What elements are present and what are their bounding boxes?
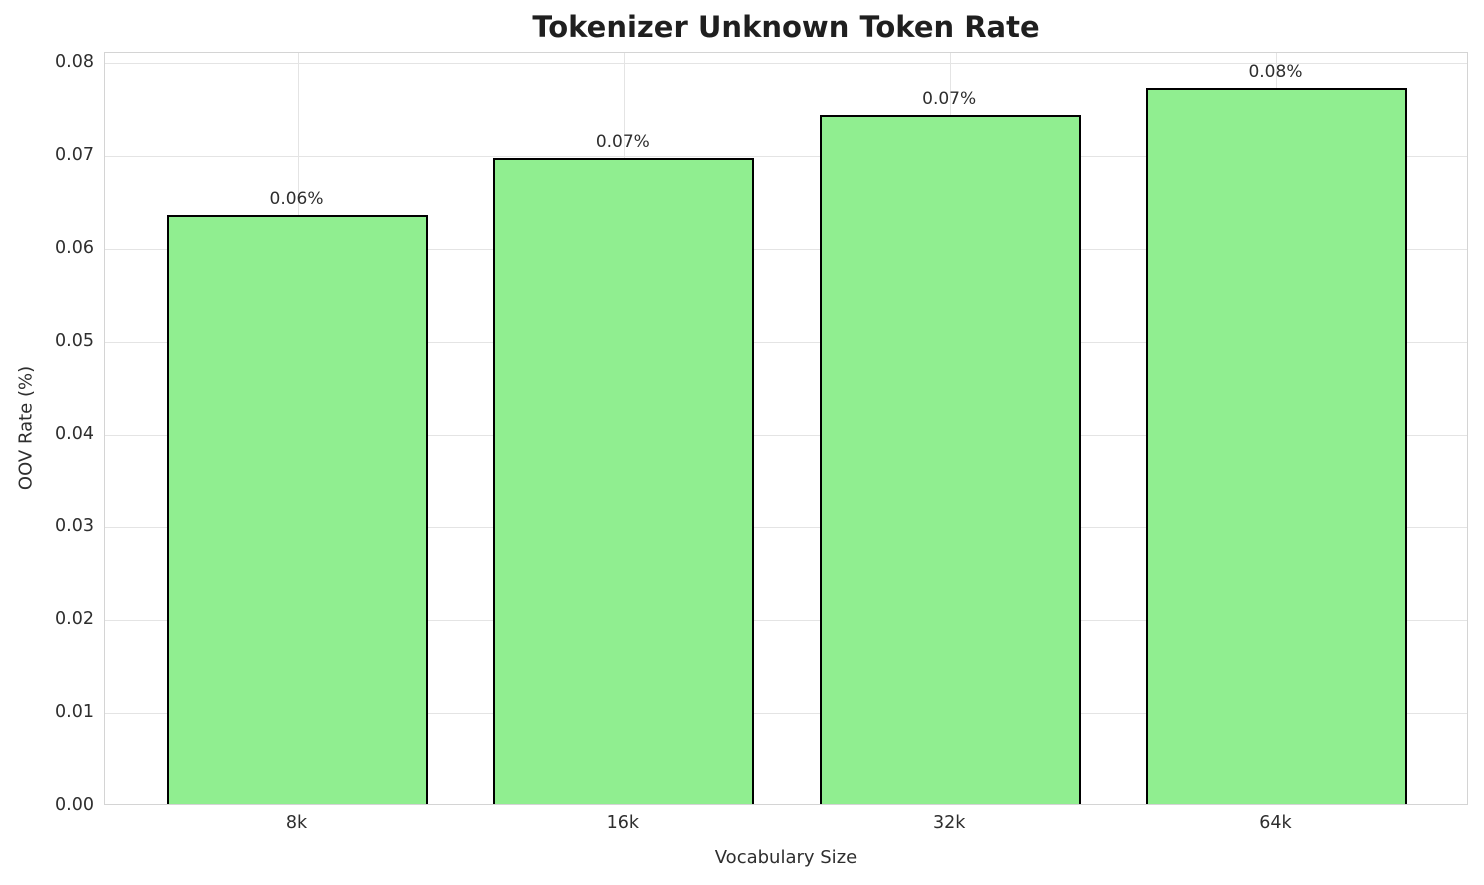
y-tick-label: 0.08 [55, 52, 94, 73]
bar-value-label: 0.07% [922, 89, 977, 110]
y-gridline [105, 341, 1467, 343]
bar-8k [167, 215, 429, 804]
bar-32k [819, 115, 1081, 804]
y-tick-label: 0.00 [55, 795, 94, 815]
x-axis-label: Vocabulary Size [714, 847, 858, 868]
y-tick-label: 0.03 [55, 516, 94, 537]
y-gridline [105, 156, 1467, 158]
y-tick-label: 0.02 [55, 609, 94, 630]
y-tick-label: 0.05 [55, 330, 94, 351]
y-gridline [105, 713, 1467, 715]
y-tick-label: 0.07 [55, 145, 94, 166]
y-gridline [105, 63, 1467, 65]
y-gridline [105, 620, 1467, 622]
bar-16k [493, 157, 755, 804]
y-tick-label: 0.06 [55, 237, 94, 258]
y-tick-label: 0.01 [55, 702, 94, 723]
bar-value-label: 0.08% [1248, 62, 1303, 83]
y-gridline [105, 248, 1467, 250]
plot-area [104, 52, 1468, 805]
x-tick-label: 32k [932, 813, 966, 833]
x-tick-label: 16k [606, 813, 640, 833]
y-tick-label: 0.04 [55, 423, 94, 444]
x-tick-label: 64k [1259, 813, 1292, 833]
x-tick-label: 8k [285, 813, 308, 833]
bar-value-label: 0.07% [595, 131, 650, 152]
y-gridline [105, 527, 1467, 529]
bar-64k [1145, 88, 1407, 804]
chart-title: Tokenizer Unknown Token Rate [532, 10, 1040, 44]
bar-value-label: 0.06% [269, 189, 324, 210]
y-gridline [105, 434, 1467, 436]
